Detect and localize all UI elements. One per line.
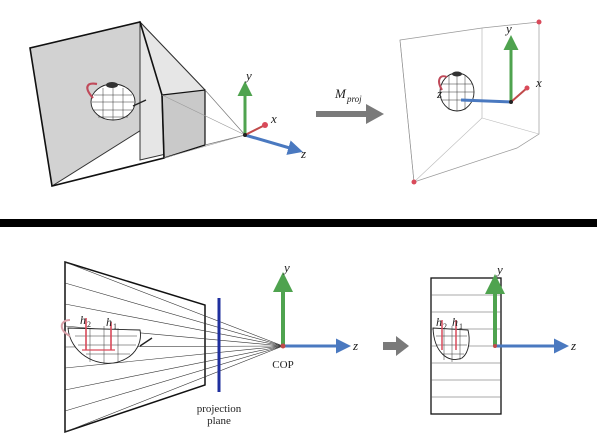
teapot bbox=[86, 82, 147, 121]
frustum-outline bbox=[29, 21, 165, 187]
cop-y-label: y bbox=[282, 260, 290, 275]
plane-label-line1: projection bbox=[197, 403, 242, 415]
result-h1-sub: 1 bbox=[459, 322, 463, 331]
y-axis-label: y bbox=[244, 68, 252, 83]
frustum-ray bbox=[161, 94, 246, 136]
x-axis-tip bbox=[262, 122, 268, 128]
box-corner-marker bbox=[411, 179, 417, 185]
result-x-axis bbox=[510, 87, 528, 103]
z-axis-label: z bbox=[300, 146, 306, 161]
result-grid: h 2 h 1 y z bbox=[430, 262, 576, 415]
height-label-h2-base: h bbox=[80, 313, 86, 327]
result-h2-sub: 2 bbox=[443, 322, 447, 331]
result-bottom-z-label: z bbox=[570, 338, 576, 353]
result-axes: y x z bbox=[436, 21, 542, 104]
result-y-label: y bbox=[504, 21, 512, 36]
plane-label-line2: plane bbox=[207, 415, 231, 427]
x-axis-label: x bbox=[270, 111, 277, 126]
camera-axes: y x z bbox=[237, 68, 306, 161]
result-x-label: x bbox=[535, 75, 542, 90]
height-label-h2-sub: 2 bbox=[87, 320, 91, 329]
origin-dot bbox=[243, 133, 247, 137]
projected-teapot bbox=[438, 71, 475, 112]
cop-axes: y z COP bbox=[272, 260, 358, 371]
projected-box bbox=[399, 19, 542, 185]
z-axis bbox=[244, 133, 303, 155]
result-z-axis bbox=[460, 98, 512, 104]
cop-point bbox=[280, 343, 286, 349]
result-h1-base: h bbox=[452, 315, 458, 329]
section-divider bbox=[0, 219, 597, 227]
result-h2-base: h bbox=[436, 315, 442, 329]
result-z-label: z bbox=[436, 86, 442, 101]
top-panel: y x z M proj bbox=[29, 19, 542, 187]
height-label-h1-sub: 1 bbox=[113, 322, 117, 331]
side-teapot: h 2 h 1 bbox=[60, 313, 153, 364]
transform-arrow: M proj bbox=[316, 86, 384, 124]
bottom-transform-arrow bbox=[383, 336, 409, 356]
cop-z-label: z bbox=[352, 338, 358, 353]
frustum-ray bbox=[163, 134, 246, 159]
box-corner-marker bbox=[536, 19, 542, 25]
transform-label-base: M bbox=[334, 86, 347, 101]
frustum-ray bbox=[204, 89, 246, 136]
cop-label: COP bbox=[272, 359, 293, 371]
result-bottom-y-label: y bbox=[495, 262, 503, 277]
height-label-h1-base: h bbox=[106, 315, 112, 329]
frustum-near-face bbox=[161, 89, 206, 159]
x-axis bbox=[244, 124, 266, 136]
transform-label-sub: proj bbox=[346, 94, 362, 104]
bottom-panel: h 2 h 1 projection plane y z COP bbox=[60, 260, 576, 434]
